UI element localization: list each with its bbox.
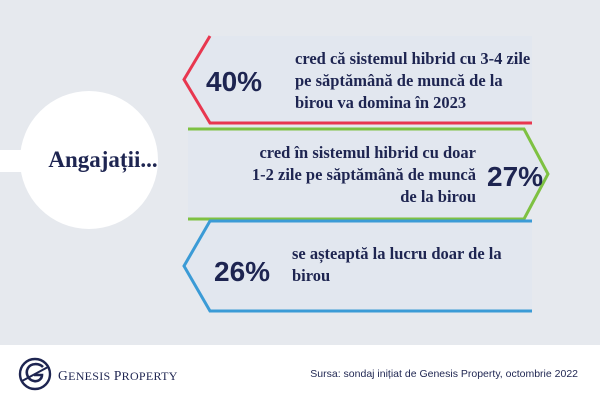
stat-description: cred în sistemul hibrid cu doar 1-2 zile… <box>200 142 476 208</box>
stat-percent: 26% <box>214 256 271 287</box>
circle-label: Angajații... <box>48 147 158 172</box>
stat-line: birou <box>292 266 331 285</box>
stat-description: se așteaptă la lucru doar de la birou <box>292 243 502 287</box>
stat-line: pe săptămână de muncă de la <box>295 71 503 90</box>
card-shape-green <box>188 127 550 221</box>
stat-card-40: 40% cred că sistemul hibrid cu 3-4 zile … <box>180 33 540 129</box>
stat-line: birou va domina în 2023 <box>295 93 467 112</box>
genesis-logo-icon <box>18 357 52 391</box>
stat-percent: 40% <box>206 66 263 97</box>
employees-circle: Angajații... <box>20 91 158 229</box>
card-shape-blue <box>182 219 532 313</box>
stat-line: cred în sistemul hibrid cu doar <box>259 143 476 162</box>
card-shape-red <box>182 35 532 125</box>
stat-card-26: 26% se așteaptă la lucru doar de la biro… <box>180 218 540 314</box>
brand-name: GENESIS PROPERTY <box>58 368 178 383</box>
stat-card-27: cred în sistemul hibrid cu doar 1-2 zile… <box>180 126 552 222</box>
stat-line: de la birou <box>400 187 476 206</box>
source-note: Sursa: sondaj inițiat de Genesis Propert… <box>310 368 578 380</box>
stat-description: cred că sistemul hibrid cu 3-4 zile pe s… <box>295 48 530 114</box>
infographic-panel: Angajații... 40% cred că sistemul hibrid… <box>0 0 600 345</box>
stat-percent: 27% <box>487 161 544 192</box>
footer: GENESIS PROPERTY Sursa: sondaj inițiat d… <box>0 345 600 402</box>
stat-line: se așteaptă la lucru doar de la <box>292 244 502 263</box>
stat-line: 1-2 zile pe săptămână de muncă <box>251 165 476 184</box>
stat-line: cred că sistemul hibrid cu 3-4 zile <box>295 49 531 68</box>
